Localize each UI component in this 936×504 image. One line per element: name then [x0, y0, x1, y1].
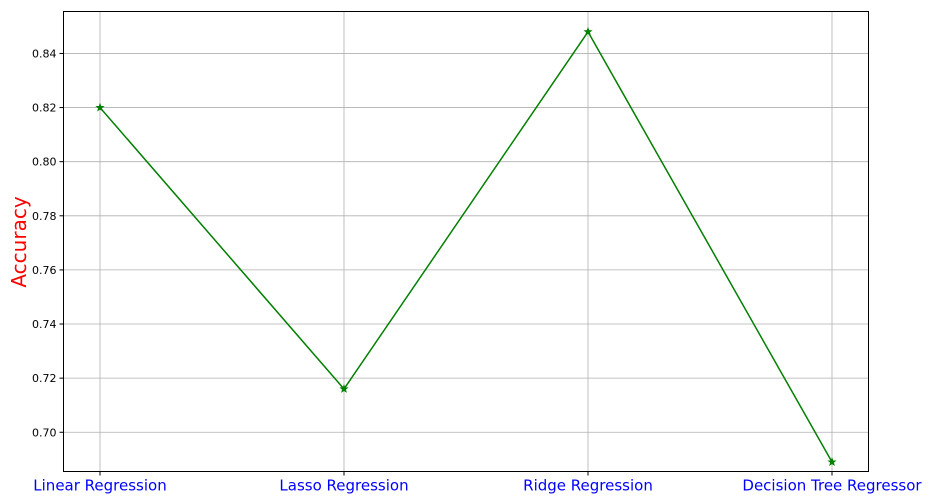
- y-tick-label: 0.70: [32, 426, 57, 439]
- x-tick-label: Ridge Regression: [523, 477, 653, 495]
- y-tick-label: 0.80: [32, 156, 57, 169]
- data-point-star: [339, 384, 349, 393]
- y-tick-label: 0.74: [32, 318, 57, 331]
- x-tick-label: Lasso Regression: [279, 477, 408, 495]
- x-tick-label: Linear Regression: [33, 477, 166, 495]
- y-tick-label: 0.76: [32, 264, 57, 277]
- y-tick-label: 0.78: [32, 210, 57, 223]
- y-tick-label: 0.84: [32, 47, 57, 60]
- x-gridlines: [99, 11, 833, 472]
- x-tick-label: Decision Tree Regressor: [742, 477, 922, 495]
- data-point-star: [95, 102, 105, 112]
- data-point-star: [583, 26, 593, 36]
- y-tick-label: 0.82: [32, 102, 57, 115]
- y-gridlines: [63, 53, 869, 433]
- series-line: [99, 30, 833, 463]
- y-axis-label: Accuracy: [7, 196, 31, 287]
- series-layer: [95, 26, 837, 466]
- plot-frame: [63, 11, 869, 472]
- y-axis-ticks: 0.70 0.72 0.74 0.76 0.78 0.80 0.82 0.84: [32, 47, 64, 439]
- y-tick-label: 0.72: [32, 372, 57, 385]
- data-point-star: [827, 457, 837, 466]
- x-axis-ticks: Linear Regression Lasso Regression Ridge R…: [33, 471, 922, 495]
